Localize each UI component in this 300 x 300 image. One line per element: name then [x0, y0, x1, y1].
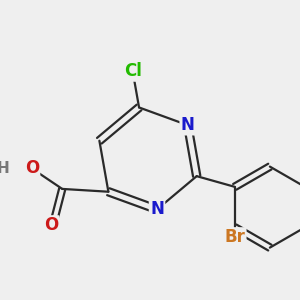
Text: N: N — [150, 200, 164, 218]
Text: H: H — [0, 160, 9, 175]
Text: O: O — [44, 217, 58, 235]
Text: N: N — [181, 116, 195, 134]
Text: Br: Br — [224, 229, 245, 247]
Text: Cl: Cl — [124, 62, 142, 80]
Text: O: O — [25, 159, 39, 177]
